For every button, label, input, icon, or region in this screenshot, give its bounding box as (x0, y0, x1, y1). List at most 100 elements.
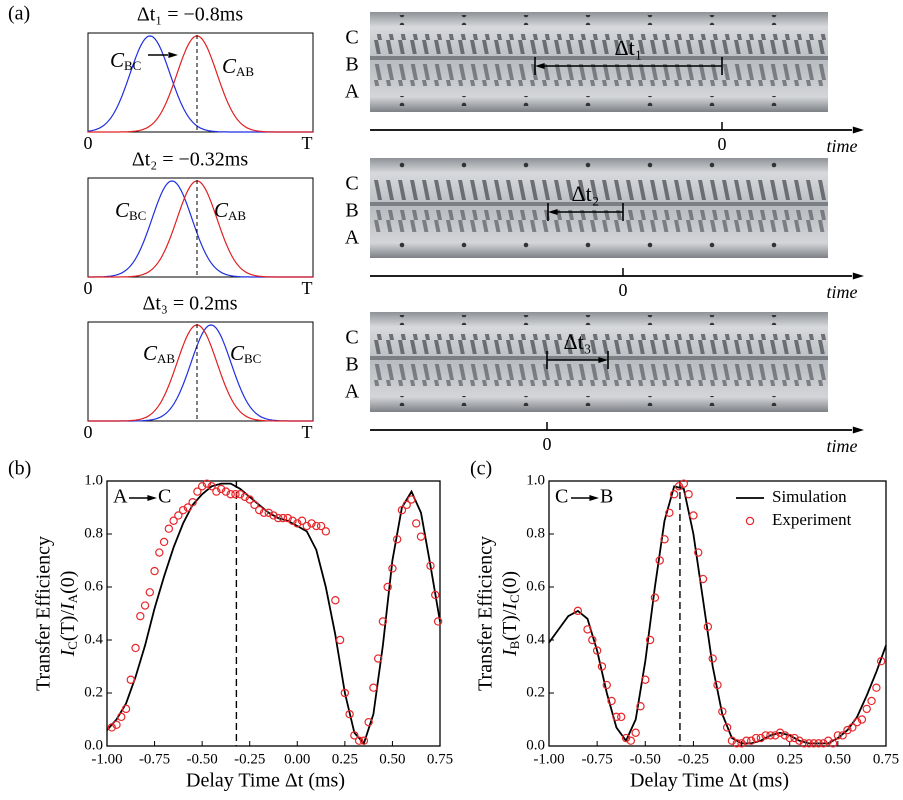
rail-label: B (345, 54, 358, 76)
experiment-point (612, 712, 621, 722)
panel-label: (c) (470, 458, 492, 480)
experiment-point (689, 511, 698, 520)
experiment-point (155, 548, 164, 557)
experiment-point (259, 508, 269, 517)
plot-frame (548, 480, 887, 747)
experiment-point (771, 731, 780, 740)
experiment-point (350, 731, 359, 740)
experiment-point (636, 702, 645, 711)
experiment-point (388, 564, 397, 573)
experiment-point (331, 596, 340, 605)
experiment-point (433, 617, 443, 626)
experiment-point (780, 731, 790, 740)
experiment-point (617, 712, 626, 722)
pulse-box (87, 32, 314, 133)
experiment-point (369, 683, 378, 692)
y-axis-label-part: (0) (57, 571, 79, 594)
experiment-point (216, 484, 226, 494)
experiment-point (278, 513, 288, 523)
rail-label: B (345, 200, 358, 222)
curve-label-sub: AB (157, 351, 175, 366)
axis-end: T (302, 278, 313, 298)
y-axis-label-part: (0) (499, 571, 521, 594)
experiment-point (809, 739, 818, 748)
experiment-point (645, 635, 655, 645)
pulse-ab (88, 35, 313, 133)
experiment-point (804, 739, 814, 748)
rail-groove (370, 202, 828, 206)
experiment-point (312, 521, 321, 531)
pulse-box (87, 177, 314, 278)
legend-swatch (745, 516, 755, 526)
experiment-point (402, 500, 411, 510)
experiment-point (775, 728, 785, 737)
experiment-point (407, 495, 416, 504)
experiment-point (288, 516, 297, 525)
rail-photo (370, 12, 828, 112)
experiment-point (674, 482, 684, 491)
y-tick-label: 0.2 (84, 684, 103, 700)
experiment-point (126, 675, 135, 684)
y-axis-label-part: I (57, 602, 79, 611)
experiment-point (756, 733, 766, 743)
experiment-point (819, 739, 828, 748)
curve-label-sub: BC (124, 58, 141, 73)
experiment-point (131, 643, 140, 653)
experiment-point (650, 593, 660, 602)
y-axis-label-part: C (507, 594, 522, 603)
experiment-point (364, 717, 373, 727)
curve-label-main: C (143, 341, 158, 365)
x-tick-label: -0.75 (139, 751, 170, 767)
row-title: Δt₂ = −0.32ms (132, 149, 249, 171)
x-tick-label: 0.25 (332, 751, 358, 767)
y-axis-label: Transfer Efficiency (33, 536, 55, 691)
x-tick-label: -0.50 (630, 751, 661, 767)
experiment-point (255, 505, 264, 515)
experiment-point (761, 731, 770, 740)
experiment-point (264, 508, 273, 517)
experiment-point (335, 635, 345, 645)
rail-label: A (345, 227, 360, 249)
x-tick-label: 0.50 (379, 751, 405, 767)
y-axis-label-part: B (507, 640, 522, 649)
experiment-point (293, 519, 302, 528)
x-axis-label: Delay Time Δt (ms) (186, 770, 345, 792)
experiment-point (785, 733, 794, 743)
annotation-from: A (113, 486, 128, 508)
experiment-point (392, 535, 402, 544)
experiment-point (828, 739, 838, 748)
experiment-point (665, 508, 674, 517)
experiment-point (207, 482, 216, 491)
delay-label: Δt₂ (572, 181, 600, 206)
annotation-to: C (158, 486, 171, 508)
y-axis-label-part: I (57, 648, 79, 657)
experiment-point (412, 519, 421, 528)
rail-holes (370, 15, 828, 25)
rail-label: C (345, 173, 358, 195)
experiment-point (727, 736, 737, 745)
experiment-point (164, 524, 174, 533)
experiment-point (169, 516, 178, 525)
curve-label-main: C (230, 341, 245, 365)
y-axis-label: Transfer Efficiency (475, 536, 497, 691)
experiment-point (747, 736, 756, 745)
axis-start: 0 (84, 133, 93, 153)
experiment-point (274, 513, 283, 523)
experiment-point (140, 601, 150, 610)
arrow-head (598, 357, 608, 363)
curve-label-main: C (222, 54, 237, 78)
time-zero: 0 (543, 434, 552, 454)
curve-label: CBC (230, 341, 261, 366)
experiment-point (221, 487, 231, 496)
curve-label: CAB (214, 198, 246, 223)
experiment-point (713, 680, 722, 690)
experiment-point (212, 487, 221, 496)
plot-frame (106, 480, 441, 747)
experiment-point (843, 725, 852, 735)
experiment-point (378, 617, 388, 626)
x-axis-label: Delay Time Δt (ms) (630, 770, 789, 792)
experiment-point (174, 511, 183, 520)
time-zero: 0 (619, 280, 628, 300)
experiment-point (790, 733, 799, 743)
